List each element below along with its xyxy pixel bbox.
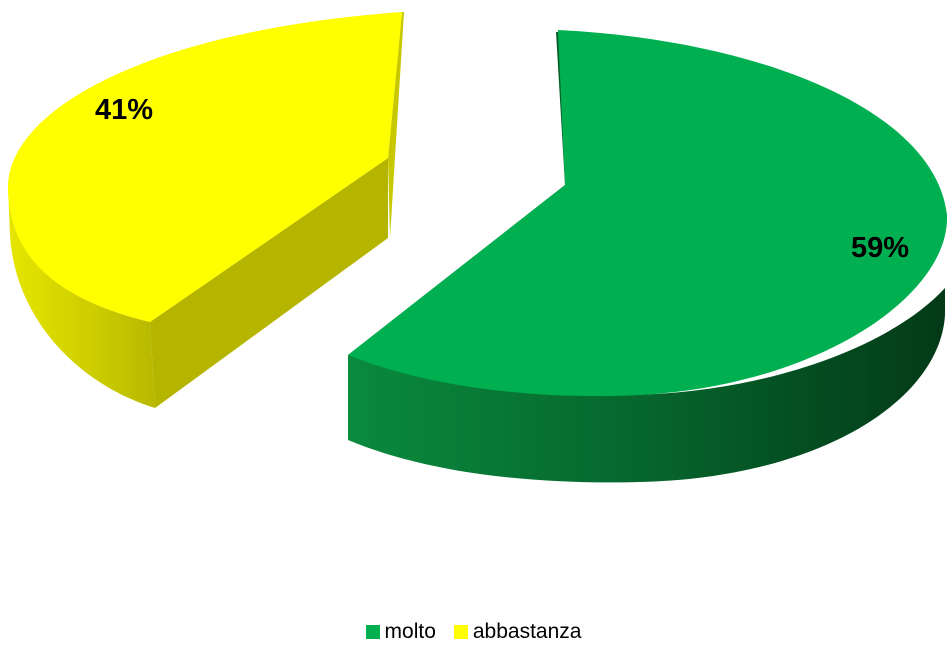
data-label-abbastanza: 41% bbox=[95, 94, 153, 126]
legend-swatch-abbastanza bbox=[453, 625, 468, 639]
slice-molto-outer-wall bbox=[348, 288, 945, 483]
pie-slice-abbastanza bbox=[7, 12, 404, 408]
slice-abbastanza-outer-wall bbox=[8, 185, 155, 408]
legend-label-abbastanza: abbastanza bbox=[472, 620, 582, 643]
legend-label-molto: molto bbox=[384, 620, 436, 643]
data-label-molto: 59% bbox=[851, 232, 909, 264]
legend-swatch-molto bbox=[365, 625, 380, 639]
legend-item-molto: molto bbox=[365, 620, 436, 644]
slice-molto-top bbox=[348, 30, 947, 397]
slice-abbastanza-top bbox=[7, 12, 403, 322]
slice-abbastanza-inner-wall bbox=[388, 12, 404, 238]
pie-slice-molto bbox=[348, 30, 947, 483]
chart-legend: molto abbastanza bbox=[0, 620, 947, 650]
legend-item-abbastanza: abbastanza bbox=[453, 620, 582, 644]
slice-abbastanza-side bbox=[150, 158, 388, 408]
